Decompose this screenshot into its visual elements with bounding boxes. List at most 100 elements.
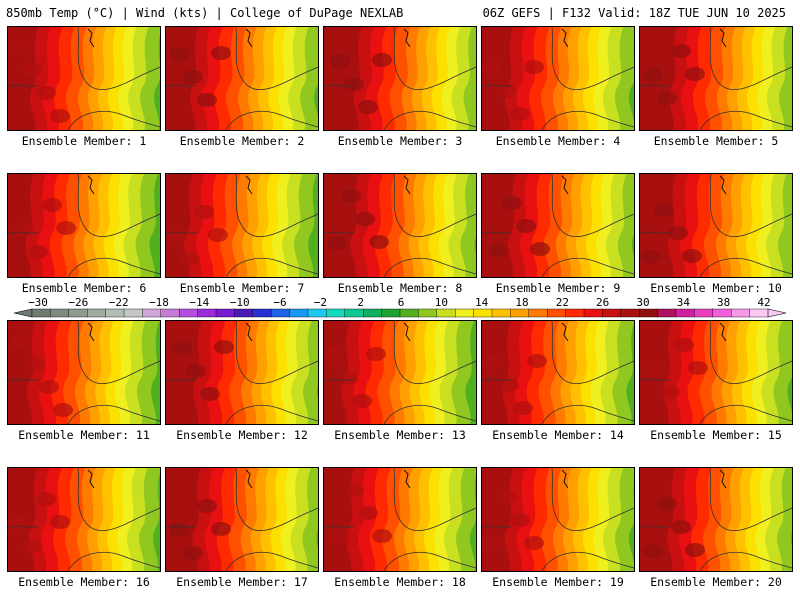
ensemble-member-map [639,173,793,278]
colorbar-segment [160,308,180,318]
colorbar-segment [234,308,254,318]
colorbar-tick-label: 10 [435,296,448,309]
ensemble-member-map [323,173,477,278]
colorbar-segment [528,308,548,318]
colorbar-segment [381,308,401,318]
colorbar-tick-label: 38 [717,296,730,309]
colorbar-segment [344,308,364,318]
ensemble-member-map [639,320,793,425]
ensemble-member-map [481,467,635,572]
colorbar-tick-label: 6 [398,296,405,309]
colorbar-segment [399,308,419,318]
ensemble-member-label: Ensemble Member: 3 [337,134,463,148]
colorbar-segment [68,308,88,318]
ensemble-member-label: Ensemble Member: 17 [176,575,308,589]
ensemble-member-label: Ensemble Member: 16 [18,575,150,589]
ensemble-member-map [7,320,161,425]
colorbar-segment [491,308,511,318]
ensemble-member-label: Ensemble Member: 14 [492,428,624,442]
ensemble-member-map [165,320,319,425]
colorbar-tick-label: 18 [515,296,528,309]
ensemble-member-map [481,173,635,278]
colorbar-tick-label: 14 [475,296,489,309]
colorbar-segment [583,308,603,318]
ensemble-member-label: Ensemble Member: 9 [495,281,621,295]
ensemble-member-map [165,173,319,278]
ensemble-member-map [323,467,477,572]
map-title: 850mb Temp (°C) | Wind (kts) | College o… [6,6,404,20]
colorbar-tick-label: −2 [314,296,327,309]
ensemble-member-map [7,26,161,131]
colorbar-tick-label: 22 [556,296,569,309]
ensemble-member-map [481,26,635,131]
colorbar-segment [105,308,125,318]
colorbar-segment [749,308,769,318]
colorbar-segment [178,308,199,318]
ensemble-member-label: Ensemble Member: 12 [176,428,308,442]
colorbar-segment [602,308,622,318]
colorbar-segment [418,308,438,318]
ensemble-member-map [7,173,161,278]
colorbar-segment [510,308,530,318]
colorbar-segment [712,308,732,318]
colorbar-tick-label: 2 [357,296,364,309]
ensemble-member-map [165,467,319,572]
colorbar-segment [547,308,567,318]
ensemble-member-label: Ensemble Member: 5 [653,134,779,148]
colorbar-segment [289,308,309,318]
ensemble-member-map [323,320,477,425]
colorbar-tick-label: 30 [636,296,649,309]
colorbar-segment [639,308,659,318]
colorbar-segment [473,308,493,318]
temperature-colorbar: −30 −26 −22 −18 −14 −10 −6 −2 2 6 10 14 18 22 26 30 34 38… [0,296,800,320]
colorbar-tick-label: 26 [596,296,609,309]
colorbar-max-arrow [767,308,787,318]
colorbar-segment [252,308,272,318]
colorbar-tick-label: −10 [230,296,250,309]
colorbar-segment [271,308,291,318]
colorbar-segment [307,308,327,318]
ensemble-member-map [323,26,477,131]
colorbar-segment [142,308,162,318]
model-run-info: 06Z GEFS | F132 Valid: 18Z TUE JUN 10 20… [482,6,786,20]
ensemble-member-label: Ensemble Member: 4 [495,134,621,148]
colorbar-segment [50,308,70,318]
colorbar-tick-label: −14 [189,296,209,309]
ensemble-member-label: Ensemble Member: 18 [334,575,466,589]
colorbar-segment [31,308,51,318]
colorbar-segment [620,308,640,318]
ensemble-member-map [639,467,793,572]
ensemble-member-label: Ensemble Member: 13 [334,428,466,442]
ensemble-member-label: Ensemble Member: 2 [179,134,305,148]
colorbar-segment [436,308,456,318]
colorbar-min-arrow [13,308,33,318]
colorbar-tick-label: −26 [68,296,88,309]
ensemble-member-label: Ensemble Member: 11 [18,428,150,442]
ensemble-member-label: Ensemble Member: 19 [492,575,624,589]
colorbar-tick-label: −22 [109,296,129,309]
ensemble-member-map [639,26,793,131]
ensemble-member-map [7,467,161,572]
colorbar-segment [731,308,751,318]
colorbar-segment [694,308,714,318]
colorbar-segment [326,308,346,318]
colorbar-segment [455,308,475,318]
colorbar-segment [675,308,695,318]
ensemble-member-map [165,26,319,131]
ensemble-member-label: Ensemble Member: 20 [650,575,782,589]
ensemble-member-label: Ensemble Member: 10 [650,281,782,295]
ensemble-member-map [481,320,635,425]
colorbar-segment [565,308,585,318]
colorbar-segment [123,308,143,318]
colorbar-segment [363,308,383,318]
colorbar-tick-label: 34 [677,296,691,309]
ensemble-member-label: Ensemble Member: 6 [21,281,147,295]
ensemble-member-label: Ensemble Member: 1 [21,134,147,148]
ensemble-member-label: Ensemble Member: 15 [650,428,782,442]
colorbar-segment [197,308,217,318]
ensemble-member-label: Ensemble Member: 7 [179,281,305,295]
colorbar-tick-label: −30 [28,296,48,309]
colorbar-tick-label: −6 [273,296,286,309]
ensemble-member-label: Ensemble Member: 8 [337,281,463,295]
colorbar-segment [86,308,107,318]
